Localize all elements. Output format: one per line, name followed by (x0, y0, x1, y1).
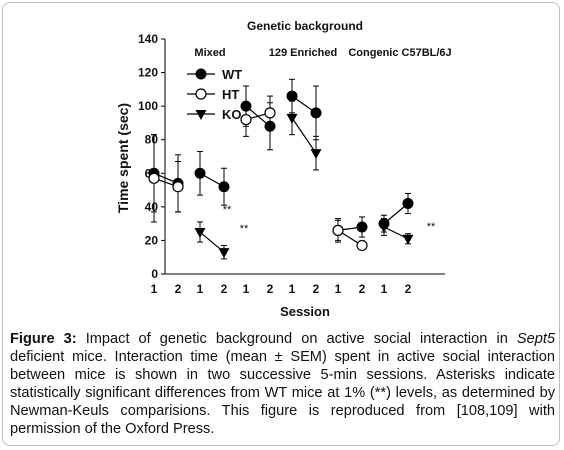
group-label: Congenic C57BL/6J (348, 47, 451, 59)
data-point (332, 224, 344, 236)
y-tick-label: 140 (138, 32, 158, 46)
chart: Genetic background Time spent (sec) Sess… (115, 19, 452, 319)
data-point (356, 221, 368, 233)
caption-text-1: Impact of genetic background on active s… (76, 331, 517, 347)
x-axis-label: Session (280, 304, 330, 319)
figure-frame (2, 2, 560, 446)
data-point (218, 248, 230, 259)
figure-caption: Figure 3: Impact of genetic background o… (10, 330, 555, 438)
caption-text-2: deficient mice. Interaction time (mean ±… (10, 349, 555, 437)
session-tick-label: 1 (289, 282, 296, 296)
data-point (310, 149, 322, 160)
data-point (402, 198, 414, 209)
session-tick-label: 2 (313, 282, 320, 296)
series-line (291, 117, 317, 154)
session-tick-label: 2 (175, 282, 182, 296)
y-tick-label: 120 (138, 66, 158, 80)
y-tick-label: 40 (145, 200, 159, 214)
data-point (286, 113, 298, 124)
significance-mark: ** (240, 223, 249, 235)
series-ko (194, 100, 414, 260)
legend-entry-wt: WT (187, 67, 242, 82)
caption-label: Figure 3: (10, 331, 77, 347)
data-point (402, 234, 414, 245)
legend-entry-ht: HT (187, 87, 239, 102)
session-tick-label: 1 (151, 282, 158, 296)
data-point (195, 88, 207, 100)
y-tick-label: 0 (151, 267, 158, 281)
chart-title: Genetic background (247, 19, 363, 33)
data-point (240, 113, 252, 126)
caption-gene-name: Sept5 (516, 331, 556, 347)
data-point (148, 172, 160, 184)
data-point (356, 239, 368, 252)
series-ht (148, 95, 368, 252)
y-tick-label: 80 (145, 133, 159, 147)
legend-entry-ko: KO (187, 107, 242, 122)
significance-mark: ** (223, 204, 232, 216)
session-tick-label: 2 (267, 282, 274, 296)
data-point (264, 107, 276, 119)
session-tick-label: 1 (243, 282, 250, 296)
data-point (378, 223, 390, 233)
session-tick-label: 1 (197, 282, 204, 296)
data-point (218, 181, 230, 193)
group-label: Mixed (194, 47, 225, 59)
session-tick-label: 2 (359, 282, 366, 296)
data-point (195, 68, 207, 80)
data-point (194, 167, 206, 179)
group-label: 129 Enriched (269, 47, 337, 59)
data-point (310, 107, 322, 119)
y-tick-label: 100 (138, 99, 158, 113)
data-point (194, 228, 206, 239)
y-axis-label: Time spent (sec) (115, 103, 131, 213)
y-tick-label: 20 (145, 233, 159, 247)
series-wt (148, 78, 414, 243)
legend-label: HT (222, 87, 239, 102)
data-point (286, 90, 298, 102)
session-tick-label: 1 (335, 282, 342, 296)
data-point (195, 110, 207, 120)
data-point (172, 181, 184, 193)
significance-mark: ** (427, 221, 436, 233)
session-tick-label: 2 (405, 282, 412, 296)
legend-label: KO (222, 107, 242, 122)
legend-label: WT (222, 67, 242, 82)
session-tick-label: 1 (381, 282, 388, 296)
session-tick-label: 2 (221, 282, 228, 296)
